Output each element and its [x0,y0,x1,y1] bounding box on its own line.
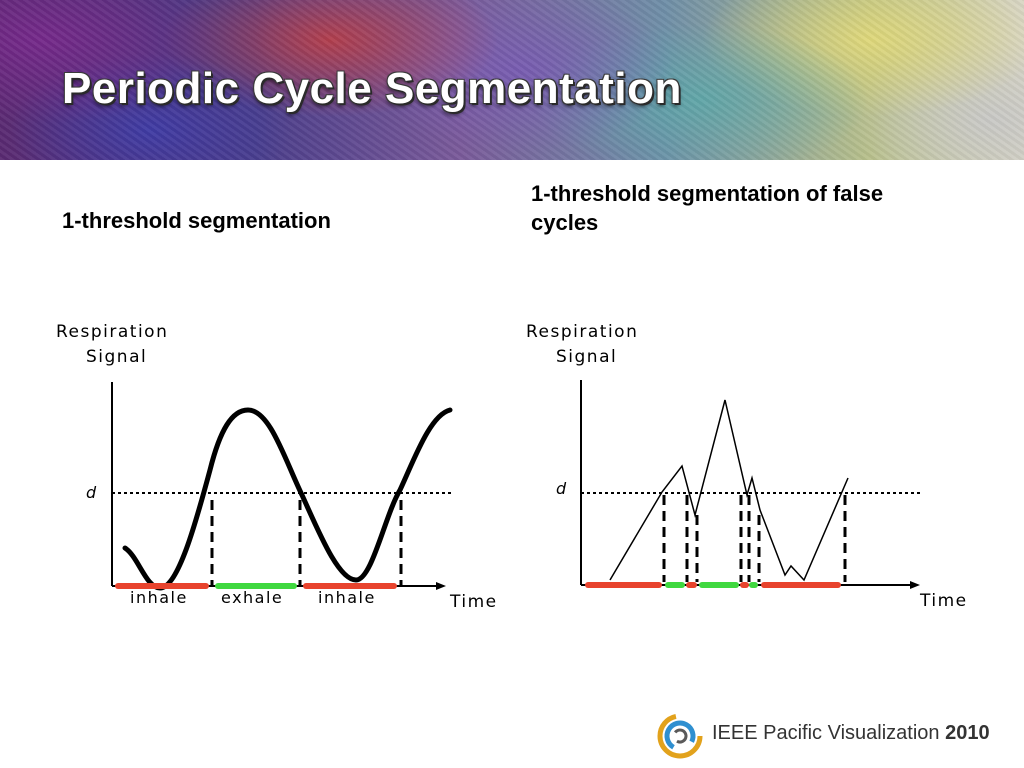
right-x-axis-arrow-icon [910,581,920,589]
right-y-label-line1: Respiration [526,322,638,342]
conference-name: IEEE Pacific Visualization 2010 [712,722,990,745]
right-threshold-label: d [556,479,567,498]
left-phase-label-exhale: exhale [221,588,283,607]
left-phase-label-inhale-2: inhale [318,588,376,607]
right-x-label: Time [919,591,968,611]
left-phase-label-inhale: inhale [130,588,188,607]
left-x-axis-arrow-icon [436,582,446,590]
conference-year: 2010 [945,722,990,744]
conference-footer: IEEE Pacific Visualization 2010 [656,710,1016,760]
left-threshold-label: d [86,483,97,502]
right-signal-curve [609,399,849,582]
left-signal-curve [122,407,453,591]
left-y-label-line2: Signal [86,347,147,367]
left-y-label-line1: Respiration [56,322,168,342]
right-y-label-line2: Signal [556,347,617,367]
conference-title: IEEE Pacific Visualization [712,722,940,744]
left-diagram-heading: 1-threshold segmentation [62,208,331,233]
conference-logo-icon [657,713,703,759]
right-diagram-heading: 1-threshold segmentation of false cycles [531,181,884,235]
banner-texture [0,0,1024,160]
left-x-label: Time [449,592,498,612]
right-diagram: Respiration Signal Time d [526,322,968,611]
title-banner: Periodic Cycle Segmentation [0,0,1024,160]
left-diagram: Respiration Signal Time d inhale exhale … [56,322,498,612]
slide-title: Periodic Cycle Segmentation [62,64,682,113]
